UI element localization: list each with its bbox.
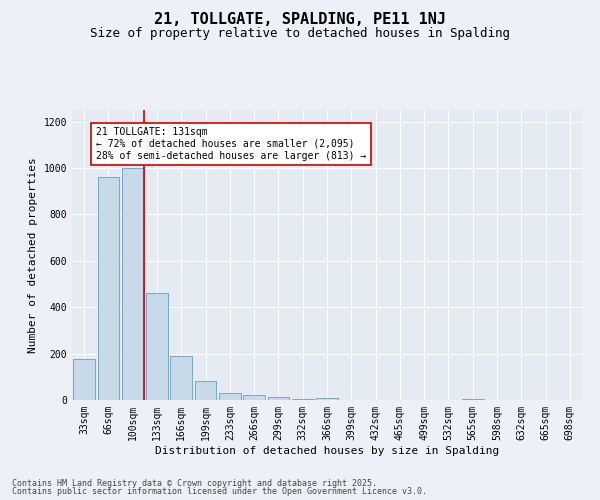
Text: Contains HM Land Registry data © Crown copyright and database right 2025.: Contains HM Land Registry data © Crown c… [12, 478, 377, 488]
Bar [97, 178, 119, 400]
Bar [122, 168, 143, 400]
Text: Contains public sector information licensed under the Open Government Licence v3: Contains public sector information licen… [12, 487, 427, 496]
Bar [146, 294, 168, 400]
Bar [316, 398, 338, 400]
Bar [170, 356, 192, 400]
Bar [243, 396, 265, 400]
Text: Size of property relative to detached houses in Spalding: Size of property relative to detached ho… [90, 28, 510, 40]
Text: 21 TOLLGATE: 131sqm
← 72% of detached houses are smaller (2,095)
28% of semi-det: 21 TOLLGATE: 131sqm ← 72% of detached ho… [96, 128, 367, 160]
X-axis label: Distribution of detached houses by size in Spalding: Distribution of detached houses by size … [155, 446, 499, 456]
Bar [462, 399, 484, 400]
Bar [219, 393, 241, 400]
Y-axis label: Number of detached properties: Number of detached properties [28, 157, 38, 353]
Bar [268, 396, 289, 400]
Text: 21, TOLLGATE, SPALDING, PE11 1NJ: 21, TOLLGATE, SPALDING, PE11 1NJ [154, 12, 446, 28]
Bar [194, 382, 217, 400]
Bar [73, 360, 95, 400]
Bar [292, 399, 314, 400]
